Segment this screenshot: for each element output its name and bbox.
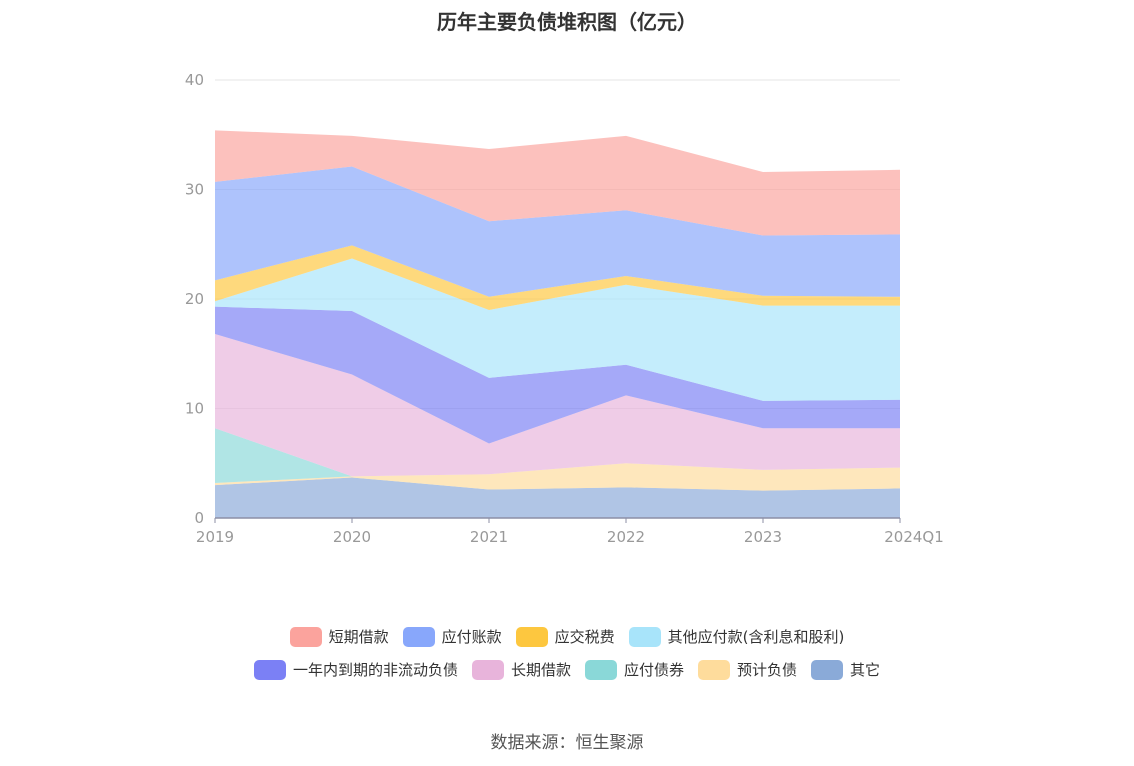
x-tick-label: 2020 [333,528,371,546]
y-tick-label: 30 [185,181,204,199]
axes: 0 10 20 30 40 2019 2020 2021 2022 2023 2024Q1 [185,71,944,546]
legend-swatch [289,626,322,647]
legend-label: 其他应付款(含利息和股利) [667,628,845,646]
legend-item[interactable]: 预计负债 [698,659,797,680]
y-tick-label: 10 [185,400,204,418]
legend-item[interactable]: 应付账款 [402,626,502,647]
legend-label: 应付债券 [623,661,684,679]
legend-item[interactable]: 长期借款 [471,659,571,680]
legend-item[interactable]: 其他应付款(含利息和股利) [628,626,845,647]
legend-row: 一年内到期的非流动负债 长期借款 应付债券 预计负债 其它 [0,659,1134,680]
y-tick-label: 0 [194,509,204,527]
stacked-area-chart: 0 10 20 30 40 2019 2020 2021 2022 2023 2024Q1 [185,71,944,546]
area-series-1 [215,463,900,491]
legend-label: 一年内到期的非流动负债 [292,661,458,679]
legend-swatch [253,659,286,680]
area-series-2 [215,428,900,483]
y-tick-label: 40 [185,71,204,89]
legend-item[interactable]: 其它 [811,659,880,680]
area-series-7 [215,166,900,297]
x-tick-label: 2023 [744,528,782,546]
legend-row: 短期借款 应付账款 应交税费 其他应付款(含利息和股利) [0,626,1134,647]
legend-label: 应付账款 [441,628,502,646]
legend-swatch [628,626,661,647]
area-series-5 [215,258,900,401]
area-series-6 [215,245,900,310]
x-tick-label: 2022 [607,528,645,546]
legend-swatch [584,659,617,680]
x-tick-label: 2024Q1 [884,528,944,546]
legend-item[interactable]: 应交税费 [515,626,615,647]
x-tick-label: 2019 [196,528,234,546]
legend-swatch [515,626,548,647]
legend-swatch [698,659,730,680]
legend-label: 短期借款 [328,628,389,646]
legend-item[interactable]: 一年内到期的非流动负债 [253,659,458,680]
area-series-group [215,130,900,518]
legend-item[interactable]: 应付债券 [584,659,684,680]
area-series-8 [215,130,900,236]
area-series-4 [215,306,900,444]
data-source-note: 数据来源：恒生聚源 [490,733,644,753]
legend-swatch [811,659,844,680]
area-series-3 [215,334,900,477]
legend-label: 其它 [850,661,881,679]
y-tick-label: 20 [185,290,204,308]
legend-label: 预计负债 [737,661,798,679]
legend-label: 长期借款 [510,661,571,679]
area-series-0 [215,477,900,518]
x-tick-label: 2021 [470,528,508,546]
legend: 短期借款 应付账款 应交税费 其他应付款(含利息和股利) 一年内到期的非流动负债 长期借… [0,626,1134,692]
legend-swatch [471,659,504,680]
legend-swatch [402,626,435,647]
chart-title: 历年主要负债堆积图（亿元） [437,10,697,34]
legend-item[interactable]: 短期借款 [289,626,389,647]
legend-label: 应交税费 [554,628,615,646]
